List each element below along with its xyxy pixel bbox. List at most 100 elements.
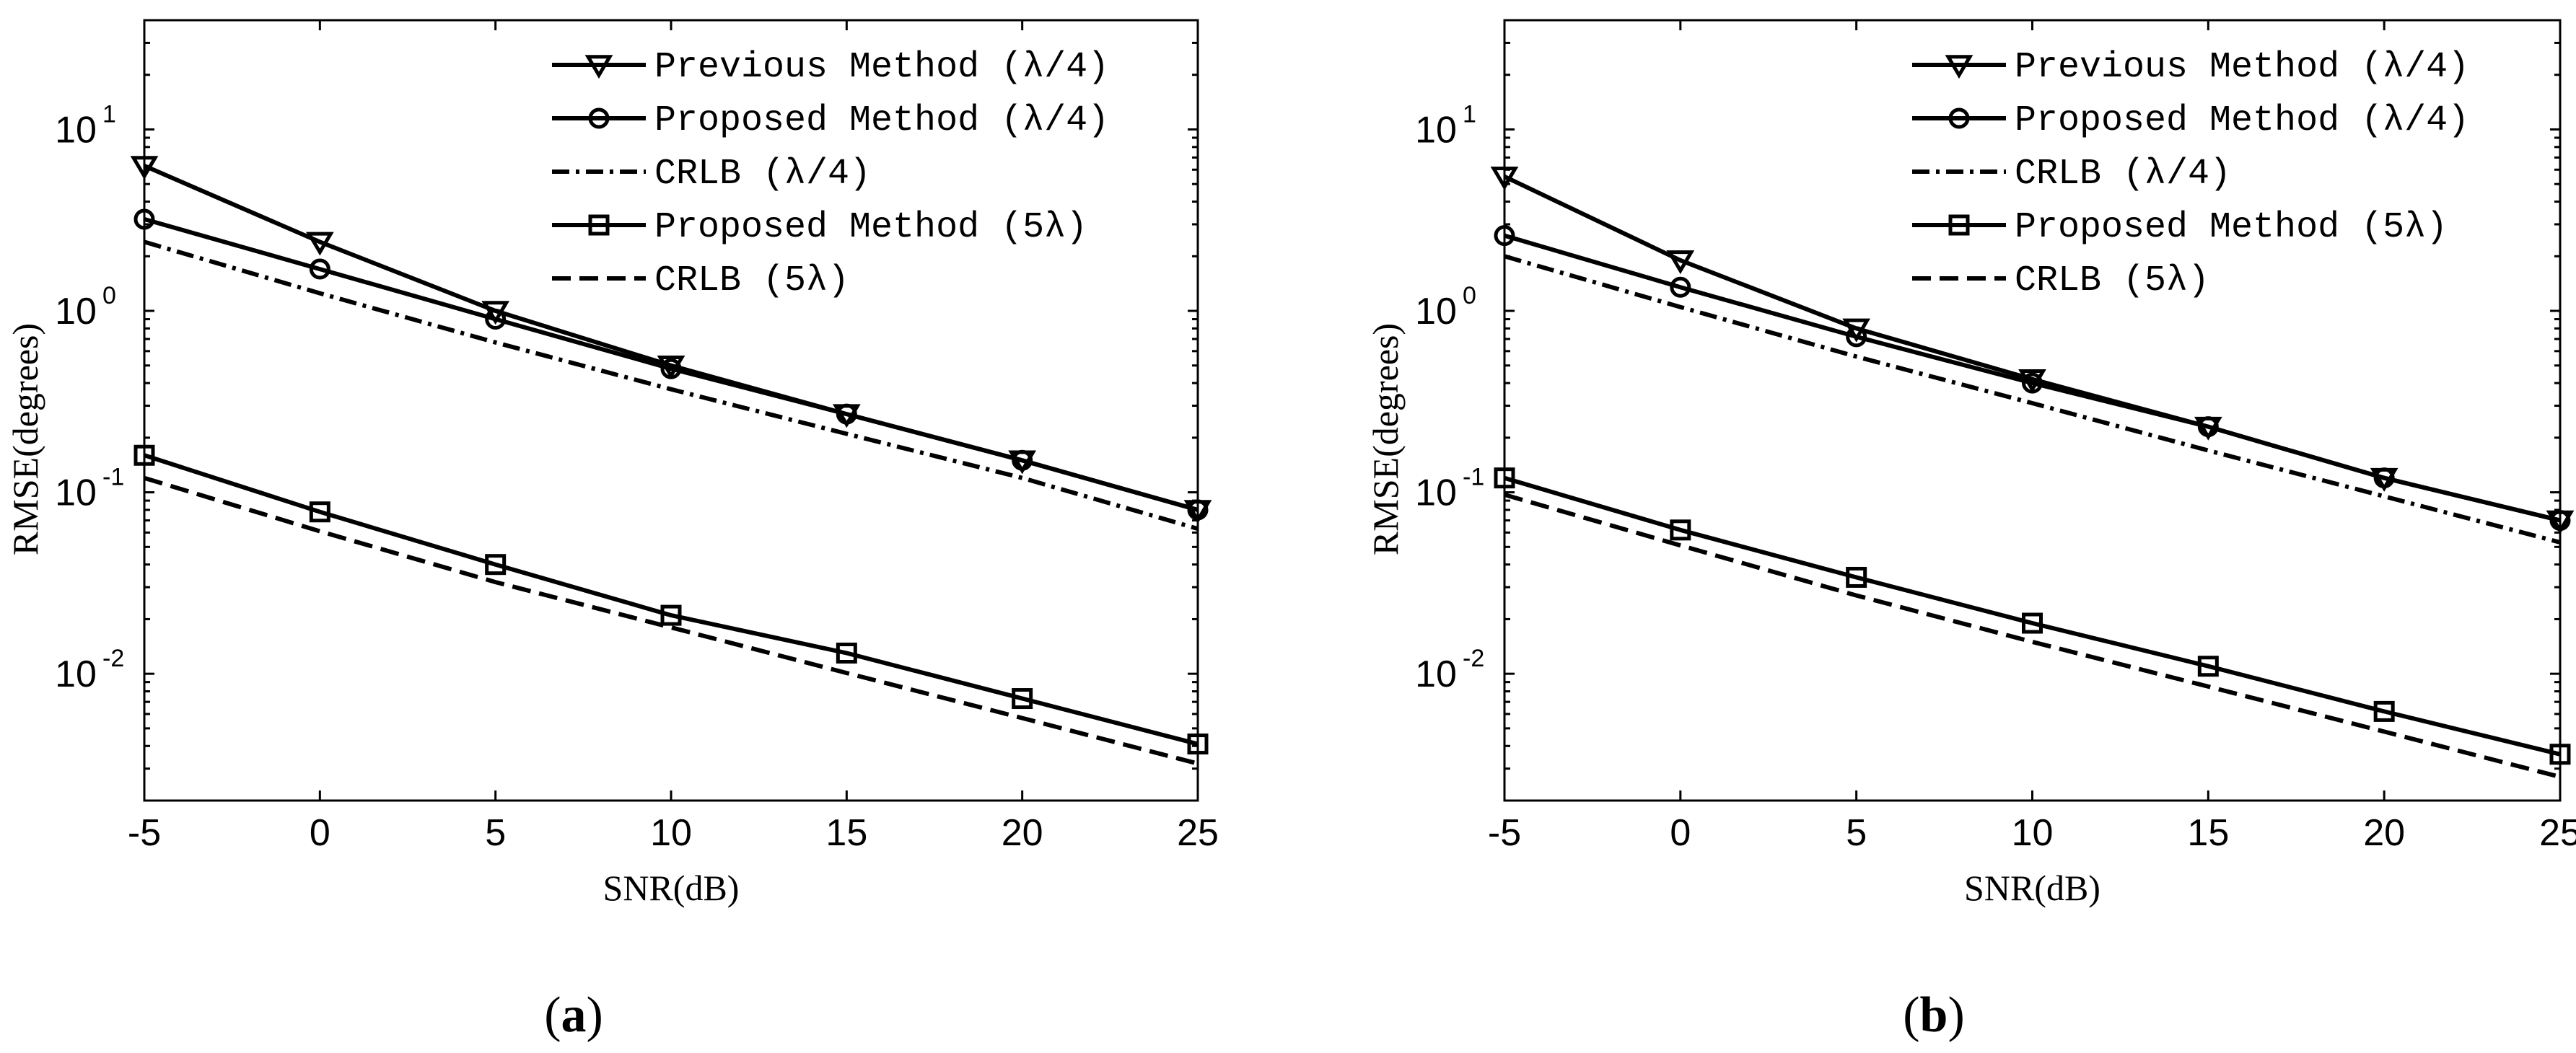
data-point-marker: [836, 403, 857, 425]
series-line-3: [144, 453, 1199, 746]
data-point-marker: [305, 232, 334, 256]
legend: Previous Method (λ/4) Proposed Method (λ/…: [552, 47, 1109, 301]
data-point-marker: [2373, 467, 2395, 489]
data-point-marker: [485, 554, 507, 576]
series-line-2: [144, 239, 1199, 531]
series-line-4: [144, 475, 1199, 766]
x-tick-label: -5: [1488, 812, 1521, 854]
legend-swatch-marker: [584, 55, 613, 79]
y-tick-label-base: 10: [55, 291, 97, 332]
data-point-marker: [1494, 225, 1515, 247]
data-point-marker: [1187, 499, 1209, 521]
caption-close-paren: ): [587, 987, 603, 1043]
x-tick-label: -5: [128, 812, 161, 854]
legend-label: Previous Method (λ/4): [654, 47, 1109, 88]
data-point-marker: [133, 208, 155, 230]
data-point-marker: [1012, 449, 1033, 471]
x-tick-label: 5: [485, 812, 506, 854]
x-tick-label: 20: [2363, 812, 2405, 854]
y-tick-label-exponent: 0: [102, 282, 116, 309]
legend-label: CRLB (5λ): [654, 260, 849, 301]
y-tick-label-exponent: 0: [1463, 282, 1476, 309]
legend-swatch-marker: [1945, 55, 1973, 79]
y-tick-label-base: 10: [1415, 109, 1457, 151]
data-point-marker: [2549, 510, 2571, 532]
x-tick-label: 20: [1002, 812, 1043, 854]
data-point-marker: [660, 604, 682, 626]
legend-swatch-marker: [588, 214, 610, 236]
x-tick-label: 10: [2012, 812, 2054, 854]
y-tick-label-exponent: -1: [1463, 464, 1484, 491]
x-tick-label: 15: [2187, 812, 2229, 854]
legend-label: CRLB (λ/4): [654, 154, 871, 195]
data-point-marker: [2022, 612, 2043, 634]
data-point-marker: [2022, 372, 2043, 394]
caption-open-paren: (: [544, 987, 561, 1043]
data-point-marker: [1670, 276, 1691, 298]
series-line-1: [144, 217, 1199, 512]
y-tick-label-base: 10: [55, 109, 97, 151]
panel-caption: (a): [544, 987, 603, 1043]
data-point-marker: [1846, 566, 1867, 588]
legend-label: Previous Method (λ/4): [2015, 47, 2469, 88]
y-tick-label-base: 10: [1415, 291, 1457, 332]
legend: Previous Method (λ/4) Proposed Method (λ/…: [1912, 47, 2469, 301]
y-tick-label-exponent: 1: [102, 100, 116, 128]
data-point-marker: [485, 309, 507, 330]
x-tick-label: 25: [1177, 812, 1219, 854]
x-tick-label: 25: [2539, 812, 2576, 854]
legend-label: CRLB (5λ): [2015, 260, 2209, 301]
y-tick-label-exponent: -1: [102, 464, 124, 491]
data-point-marker: [836, 642, 857, 664]
data-point-marker: [1187, 733, 1209, 755]
legend-label: Proposed Method (λ/4): [2015, 100, 2469, 141]
data-point-marker: [1490, 167, 1519, 190]
data-point-marker: [1846, 326, 1867, 348]
x-axis-label: SNR(dB): [1964, 868, 2100, 908]
y-axis-label: RMSE(degrees): [1365, 323, 1406, 555]
data-point-marker: [2373, 700, 2395, 722]
y-tick-label-exponent: -2: [102, 645, 124, 672]
x-tick-label: 0: [1670, 812, 1691, 854]
data-point-marker: [1494, 467, 1515, 489]
data-point-marker: [2197, 656, 2219, 677]
y-axis-label: RMSE(degrees): [5, 323, 45, 555]
series-line-3: [1504, 475, 2561, 757]
caption-open-paren: (: [1903, 987, 1919, 1043]
caption-letter: b: [1920, 987, 1948, 1043]
y-tick-label-base: 10: [55, 472, 97, 514]
data-point-marker: [309, 258, 330, 280]
data-point-marker: [1012, 688, 1033, 710]
x-tick-label: 10: [650, 812, 692, 854]
legend-label: Proposed Method (5λ): [654, 207, 1087, 248]
legend-swatch-marker: [1948, 107, 1970, 129]
legend-label: Proposed Method (5λ): [2015, 207, 2448, 248]
caption-close-paren: ): [1948, 987, 1964, 1043]
legend-label: Proposed Method (λ/4): [654, 100, 1109, 141]
y-tick-label-base: 10: [55, 653, 97, 695]
legend-swatch-marker: [1948, 214, 1970, 236]
x-axis-label: SNR(dB): [603, 868, 740, 908]
panel-caption: (b): [1903, 987, 1965, 1043]
data-point-marker: [2197, 416, 2219, 438]
data-point-marker: [660, 358, 682, 379]
y-tick-label-exponent: -2: [1463, 645, 1484, 672]
data-point-marker: [133, 444, 155, 466]
legend-swatch-marker: [588, 107, 610, 129]
series-line-4: [1504, 493, 2561, 780]
y-tick-label-base: 10: [1415, 653, 1457, 695]
data-point-marker: [309, 501, 330, 523]
data-point-marker: [2549, 744, 2571, 765]
y-tick-label-exponent: 1: [1463, 100, 1476, 128]
legend-label: CRLB (λ/4): [2015, 154, 2231, 195]
data-point-marker: [1670, 519, 1691, 541]
x-tick-label: 15: [825, 812, 867, 854]
x-tick-label: 0: [310, 812, 330, 854]
caption-letter: a: [561, 987, 587, 1043]
y-tick-label-base: 10: [1415, 472, 1457, 514]
data-point-marker: [1666, 250, 1695, 275]
data-point-marker: [130, 156, 159, 180]
